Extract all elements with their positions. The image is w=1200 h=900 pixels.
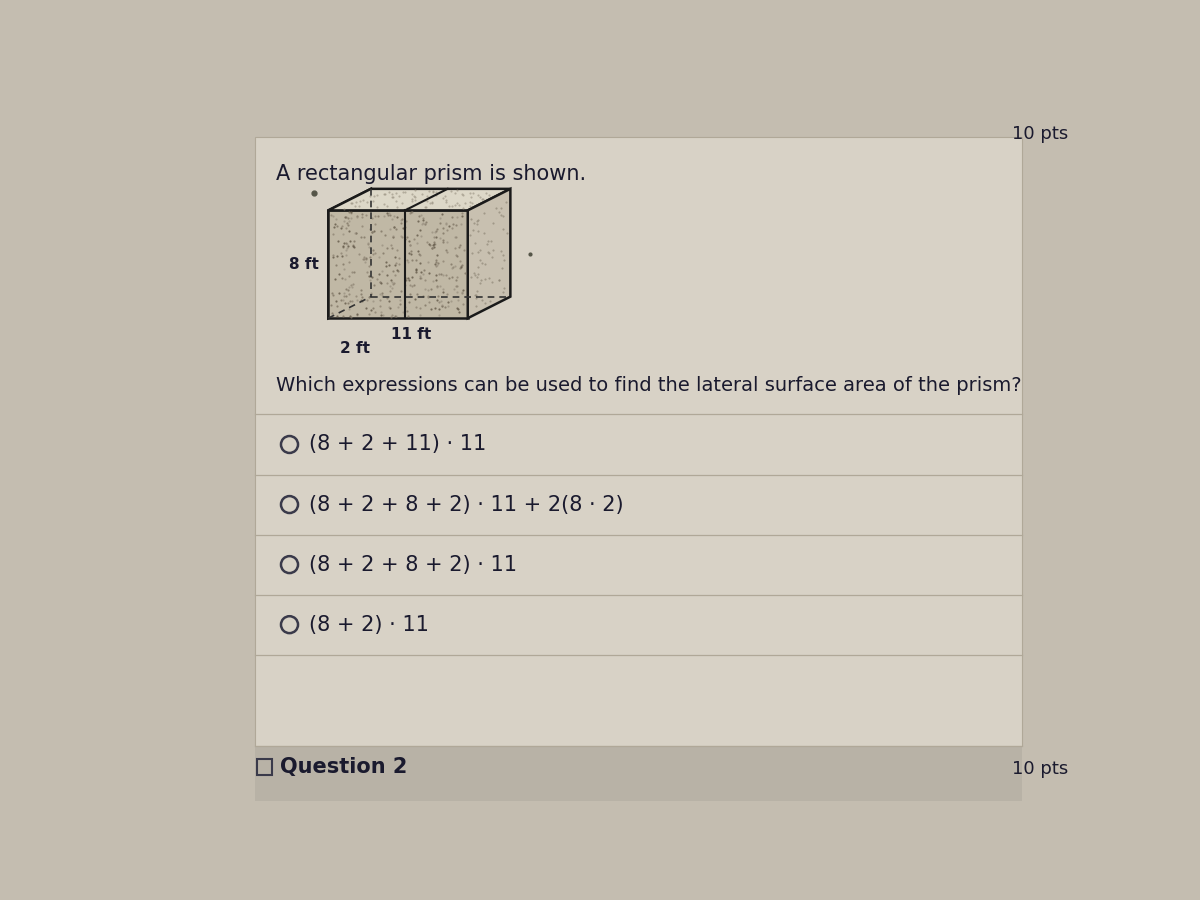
- Text: (8 + 2) · 11: (8 + 2) · 11: [308, 615, 428, 634]
- Polygon shape: [329, 189, 371, 319]
- Text: 8 ft: 8 ft: [289, 256, 319, 272]
- FancyBboxPatch shape: [254, 745, 1022, 801]
- Text: (8 + 2 + 8 + 2) · 11: (8 + 2 + 8 + 2) · 11: [308, 554, 517, 574]
- Text: (8 + 2 + 11) · 11: (8 + 2 + 11) · 11: [308, 435, 486, 454]
- Text: Which expressions can be used to find the lateral surface area of the prism?: Which expressions can be used to find th…: [276, 376, 1022, 395]
- Text: (8 + 2 + 8 + 2) · 11 + 2(8 · 2): (8 + 2 + 8 + 2) · 11 + 2(8 · 2): [308, 495, 624, 515]
- Text: 10 pts: 10 pts: [1012, 125, 1068, 143]
- Polygon shape: [329, 211, 468, 319]
- FancyBboxPatch shape: [254, 138, 1022, 745]
- Text: 2 ft: 2 ft: [341, 341, 371, 356]
- Polygon shape: [468, 189, 510, 319]
- Polygon shape: [329, 189, 510, 211]
- Text: 10 pts: 10 pts: [1012, 760, 1068, 778]
- Text: A rectangular prism is shown.: A rectangular prism is shown.: [276, 164, 587, 184]
- Text: Question 2: Question 2: [281, 757, 408, 777]
- Text: 11 ft: 11 ft: [391, 328, 431, 343]
